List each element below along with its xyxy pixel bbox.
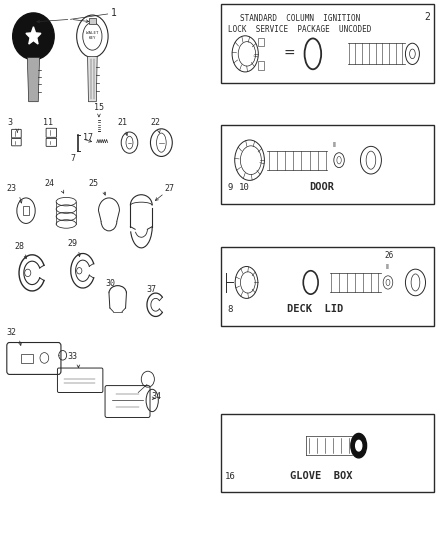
Text: LOCK  SERVICE  PACKAGE  UNCODED: LOCK SERVICE PACKAGE UNCODED (228, 25, 371, 34)
Ellipse shape (356, 440, 362, 451)
Ellipse shape (351, 433, 367, 458)
Text: 30: 30 (106, 279, 116, 288)
Text: 16: 16 (225, 472, 235, 481)
Text: II: II (385, 264, 389, 270)
Text: 24: 24 (45, 179, 55, 188)
Text: 22: 22 (151, 118, 161, 127)
Text: 21: 21 (117, 118, 127, 127)
Bar (221, 247, 434, 326)
Text: 7: 7 (70, 154, 75, 163)
Bar (221, 125, 434, 204)
Text: WALET
KEY: WALET KEY (86, 31, 99, 39)
Text: 3: 3 (8, 118, 13, 127)
Text: 26: 26 (385, 251, 394, 260)
Text: GLOVE  BOX: GLOVE BOX (290, 471, 353, 481)
Text: 29: 29 (68, 239, 78, 248)
Text: 28: 28 (14, 241, 24, 251)
Text: 25: 25 (88, 179, 98, 188)
Text: 17: 17 (83, 133, 93, 142)
Text: II: II (333, 142, 337, 148)
Text: 23: 23 (7, 184, 17, 193)
Text: 2: 2 (425, 12, 431, 22)
Text: 9: 9 (227, 183, 233, 192)
Text: DOOR: DOOR (309, 182, 334, 192)
Bar (21, 354, 33, 364)
Text: 37: 37 (146, 285, 156, 294)
Bar (221, 414, 434, 492)
Polygon shape (88, 56, 97, 102)
Text: DECK  LID: DECK LID (287, 304, 343, 314)
Text: 33: 33 (68, 352, 78, 361)
Text: =: = (283, 47, 295, 61)
Text: STANDARD  COLUMN  IGNITION: STANDARD COLUMN IGNITION (240, 14, 360, 23)
Ellipse shape (13, 13, 54, 60)
Bar (258, 38, 264, 46)
Text: 1: 1 (111, 9, 117, 19)
Bar (89, 18, 96, 23)
Text: 27: 27 (164, 184, 174, 193)
Bar (258, 61, 264, 70)
Text: 34: 34 (151, 392, 161, 401)
Polygon shape (27, 58, 39, 102)
Text: 10: 10 (239, 183, 249, 192)
Text: 15: 15 (94, 103, 104, 112)
Text: 8: 8 (227, 305, 233, 314)
Polygon shape (26, 27, 41, 44)
Bar (221, 4, 434, 83)
Text: 32: 32 (7, 328, 17, 337)
Text: 11: 11 (43, 118, 53, 127)
Bar (23, 206, 29, 215)
